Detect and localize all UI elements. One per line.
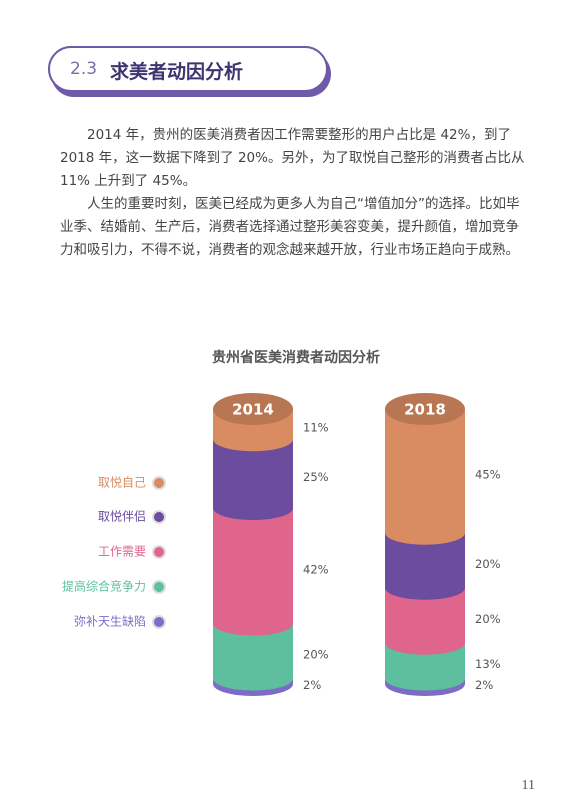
section-title: 求美者动因分析 (110, 61, 244, 83)
cylinder-cap-shade (213, 393, 293, 425)
category-label: 2018 (404, 401, 446, 419)
legend-label: 提高综合竞争力 (62, 579, 146, 594)
cylinder-segment (385, 587, 465, 655)
legend-swatch (152, 510, 166, 524)
cylinder-segment (385, 642, 465, 691)
cylinder-segment (213, 623, 293, 691)
paragraph: 2014 年，贵州的医美消费者因工作需要整形的用户占比是 42%，到了 2018… (60, 127, 525, 189)
cylinder-segment (385, 409, 465, 545)
legend-label: 工作需要 (98, 545, 146, 559)
cylinder-cap (385, 393, 465, 425)
legend-swatch (152, 615, 166, 629)
cylinder-cap (213, 393, 293, 425)
section-header: 2.3 求美者动因分析 (48, 46, 328, 92)
legend-label: 取悦自己 (98, 476, 146, 490)
legend-swatch (152, 545, 166, 559)
value-label: 25% (303, 470, 329, 484)
value-label: 20% (475, 557, 501, 571)
paragraph: 人生的重要时刻，医美已经成为更多人为自己“增值加分”的选择。比如毕业季、结婚前、… (60, 196, 520, 258)
value-label: 2% (303, 678, 321, 692)
value-label: 11% (303, 421, 329, 435)
value-label: 13% (475, 657, 501, 671)
chart-title: 贵州省医美消费者动因分析 (212, 349, 380, 366)
legend-swatch (152, 476, 166, 490)
cylinder-segment (385, 532, 465, 600)
body-text: 2014 年，贵州的医美消费者因工作需要整形的用户占比是 42%，到了 2018… (60, 124, 532, 262)
value-label: 45% (475, 467, 501, 481)
value-label: 42% (303, 562, 329, 576)
legend-label: 弥补天生缺陷 (74, 614, 146, 629)
cylinder-segment (213, 508, 293, 636)
page-number: 11 (521, 778, 535, 793)
section-number: 2.3 (70, 59, 98, 79)
value-label: 20% (475, 612, 501, 626)
legend-label: 取悦伴侣 (98, 509, 146, 524)
cylinder-cap-shade (385, 393, 465, 425)
cylinder-segment (213, 439, 293, 520)
value-label: 20% (303, 648, 329, 662)
legend-swatch (152, 580, 166, 594)
value-label: 2% (475, 678, 493, 692)
category-label: 2014 (232, 401, 274, 419)
